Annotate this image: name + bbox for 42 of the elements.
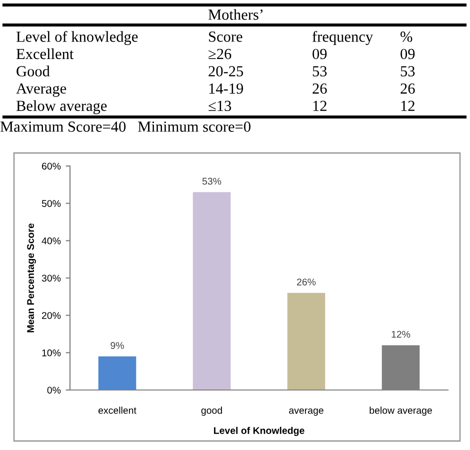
text: 26 [400, 83, 415, 94]
text: 20-25 [208, 66, 244, 76]
text: Level of knowledge [16, 30, 138, 46]
bar [192, 192, 231, 390]
text: Excellent [16, 48, 74, 60]
text: 53 [312, 66, 327, 76]
text: 53 [400, 66, 415, 76]
data-label: 9% [110, 342, 124, 349]
text: Maximum Score=40 Minimum score=0 [0, 122, 250, 132]
x-tick-label: average [289, 408, 324, 416]
y-tick-label: 0% [47, 386, 61, 394]
y-tick-label: 60% [42, 162, 61, 170]
text: ≥26 [208, 48, 232, 60]
y-tick-label: 50% [42, 200, 61, 207]
data-label: 26% [297, 278, 316, 286]
text: 09 [312, 48, 327, 60]
bar [98, 356, 136, 390]
y-tick-label: 40% [42, 237, 61, 244]
text: Average [16, 83, 66, 97]
y-tick-label: 10% [42, 349, 61, 356]
text: % [400, 32, 412, 42]
bar [287, 292, 326, 390]
text: Mothers’ [208, 9, 263, 20]
text: 09 [400, 48, 415, 60]
data-label: 12% [392, 330, 410, 338]
y-tick-label: 30% [42, 274, 61, 282]
x-tick-label: good [201, 406, 222, 416]
text: 26 [312, 83, 327, 94]
text: Score [209, 32, 242, 42]
text: 12 [401, 100, 414, 111]
y-axis-title: Mean Percentage Score [27, 223, 36, 332]
y-tick-label: 20% [42, 312, 61, 319]
data-label: 53% [202, 178, 222, 185]
text: Good [16, 66, 50, 76]
text: Below average [16, 100, 107, 114]
x-tick-label: excellent [98, 406, 136, 414]
text: frequency [312, 30, 374, 46]
text: 14-19 [209, 83, 244, 94]
text: ≤13 [208, 100, 232, 112]
text: 12 [313, 100, 326, 111]
x-tick-label: below average [370, 406, 432, 416]
x-axis-title: Level of Knowledge [214, 426, 304, 436]
